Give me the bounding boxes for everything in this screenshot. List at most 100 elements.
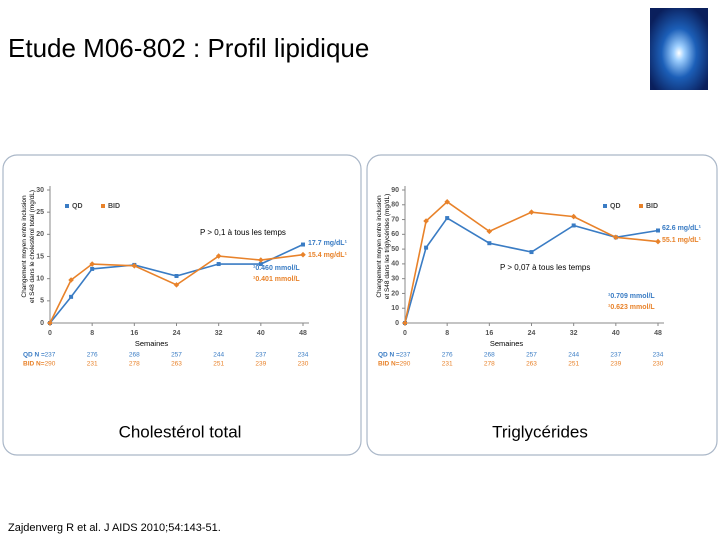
annotation: ¹0.460 mmol/L (253, 265, 300, 272)
n-value: 263 (526, 361, 537, 368)
marker (571, 223, 576, 228)
x-tick-label: 8 (445, 330, 449, 337)
marker (445, 216, 450, 221)
x-tick-label: 32 (215, 330, 223, 337)
y-tick-label: 20 (391, 290, 399, 297)
y-tick-label: 70 (391, 216, 399, 223)
n-value: 263 (171, 361, 182, 368)
y-tick-label: 40 (391, 261, 399, 268)
marker (656, 228, 660, 233)
marker (69, 294, 74, 299)
x-tick-label: 0 (48, 330, 52, 337)
x-tick-label: 48 (299, 330, 307, 337)
marker (215, 253, 222, 259)
legend-label: BID (108, 203, 120, 210)
x-tick-label: 8 (90, 330, 94, 337)
n-value: 231 (87, 361, 98, 368)
panel (2, 154, 362, 456)
y-axis-label: Changement moyen entre inclusionet S48 d… (376, 194, 391, 300)
annotation: 17.7 mg/dL¹ (308, 240, 348, 247)
annotation: ¹0.623 mmol/L (608, 304, 655, 311)
n-value: 239 (610, 361, 621, 368)
line (404, 200, 659, 324)
y-tick-label: 50 (391, 246, 399, 253)
x-tick-label: 40 (612, 330, 620, 337)
marker (613, 234, 619, 241)
legend-label: QD (72, 203, 83, 210)
n-value: 237 (45, 352, 56, 359)
legend-swatch (65, 204, 69, 208)
n-value: 244 (213, 352, 224, 359)
y-axis-label-line: Changement moyen entre inclusion (21, 195, 28, 298)
marker (216, 262, 221, 267)
y-tick-label: 30 (36, 187, 44, 194)
marker (131, 263, 138, 269)
annotation: P > 0,07 à tous les temps (500, 263, 590, 272)
n-value: 278 (484, 361, 495, 368)
n-value: 290 (400, 361, 411, 368)
decor-image (650, 8, 708, 90)
chart-caption: Triglycérides (492, 422, 588, 441)
y-tick-label: 0 (395, 320, 399, 327)
x-tick-label: 32 (570, 330, 578, 337)
marker (47, 320, 53, 326)
marker (300, 251, 306, 258)
n-value: 251 (568, 361, 579, 368)
y-tick-label: 10 (391, 305, 399, 312)
legend-label: BID (646, 203, 658, 210)
n-value: 268 (484, 352, 495, 359)
annotation: 15.4 mg/dL¹ (308, 252, 348, 259)
x-axis-label: Semaines (490, 339, 524, 348)
n-value: 237 (400, 352, 411, 359)
marker (486, 228, 493, 235)
n-value: 234 (298, 352, 309, 359)
x-tick-label: 16 (130, 330, 138, 337)
y-tick-label: 30 (391, 276, 399, 283)
x-axis-label: Semaines (135, 339, 169, 348)
n-value: 251 (213, 361, 224, 368)
n-row-label: BID N= (23, 361, 45, 368)
marker (174, 274, 179, 279)
x-tick-label: 40 (257, 330, 265, 337)
x-tick-label: 16 (485, 330, 493, 337)
line (404, 217, 659, 324)
panel (366, 154, 718, 456)
y-tick-label: 90 (391, 187, 399, 194)
marker (90, 266, 95, 271)
y-tick-label: 0 (40, 320, 44, 327)
legend-swatch (101, 204, 105, 208)
y-axis-label-line: et S48 dans les triglycérides (mg/dL) (384, 194, 391, 300)
y-tick-label: 60 (391, 231, 399, 238)
y-axis-label: Changement moyen entre inclusionet S48 d… (21, 190, 36, 303)
annotation: 55.1 mg/dL¹ (662, 237, 702, 244)
n-value: 278 (129, 361, 140, 368)
marker (258, 262, 263, 267)
legend-swatch (639, 204, 643, 208)
n-row-label: QD N = (23, 352, 45, 359)
y-tick-label: 5 (40, 298, 44, 305)
annotation: 62.6 mg/dL¹ (662, 225, 702, 232)
marker (68, 277, 74, 283)
citation: Zajdenverg R et al. J AIDS 2010;54:143-5… (8, 522, 221, 534)
marker (301, 242, 305, 247)
marker (570, 213, 577, 220)
y-tick-label: 20 (36, 231, 44, 238)
n-value: 234 (653, 352, 664, 359)
marker (89, 261, 95, 267)
n-value: 268 (129, 352, 140, 359)
chart-caption: Cholestérol total (119, 422, 242, 441)
line (49, 243, 304, 324)
slide-title: Etude M06-802 : Profil lipidique (8, 33, 369, 63)
n-value: 257 (171, 352, 182, 359)
marker (487, 241, 492, 246)
annotation: P > 0,1 à tous les temps (200, 228, 286, 237)
n-value: 244 (568, 352, 579, 359)
annotation: ¹0.709 mmol/L (608, 293, 655, 300)
x-tick-label: 0 (403, 330, 407, 337)
n-value: 276 (442, 352, 453, 359)
y-tick-label: 10 (36, 276, 44, 283)
marker (424, 245, 429, 250)
n-value: 230 (298, 361, 309, 368)
y-axis-label-line: et S48 dans le cholestérol total (mg/dL) (29, 190, 36, 303)
